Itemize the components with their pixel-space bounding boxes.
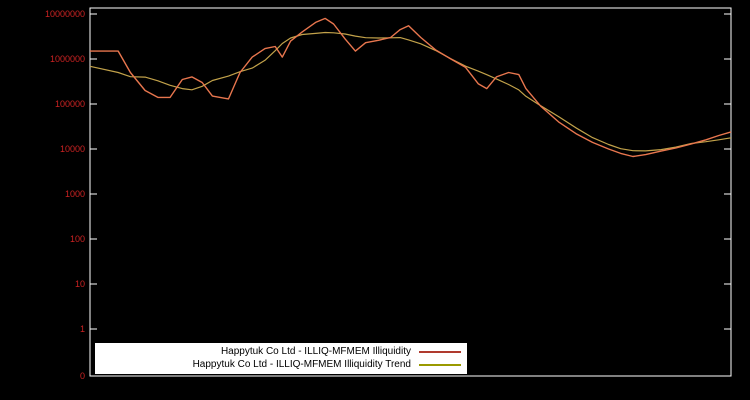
y-tick-label: 10 [75,279,85,289]
y-tick-label: 100 [70,234,85,244]
y-tick-label: 1 [80,324,85,334]
y-tick-label: 10000000 [45,9,85,19]
y-tick-label: 0 [80,371,85,381]
plot-border [89,7,732,377]
legend-row-illiquidity: Happytuk Co Ltd - ILLIQ-MFMEM Illiquidit… [101,345,461,358]
legend: Happytuk Co Ltd - ILLIQ-MFMEM Illiquidit… [95,343,467,374]
y-tick-label: 10000 [60,144,85,154]
y-tick-label: 1000000 [50,54,85,64]
legend-label-illiquidity-trend: Happytuk Co Ltd - ILLIQ-MFMEM Illiquidit… [192,359,411,370]
legend-row-illiquidity-trend: Happytuk Co Ltd - ILLIQ-MFMEM Illiquidit… [101,358,461,371]
series-line [90,17,732,158]
y-tick-label: 1000 [65,189,85,199]
legend-label-illiquidity: Happytuk Co Ltd - ILLIQ-MFMEM Illiquidit… [220,346,411,357]
legend-swatch-illiquidity-trend-line [419,363,461,366]
y-tick-label: 100000 [55,99,85,109]
series-line [89,31,732,152]
legend-swatch-illiquidity-line [419,350,461,353]
